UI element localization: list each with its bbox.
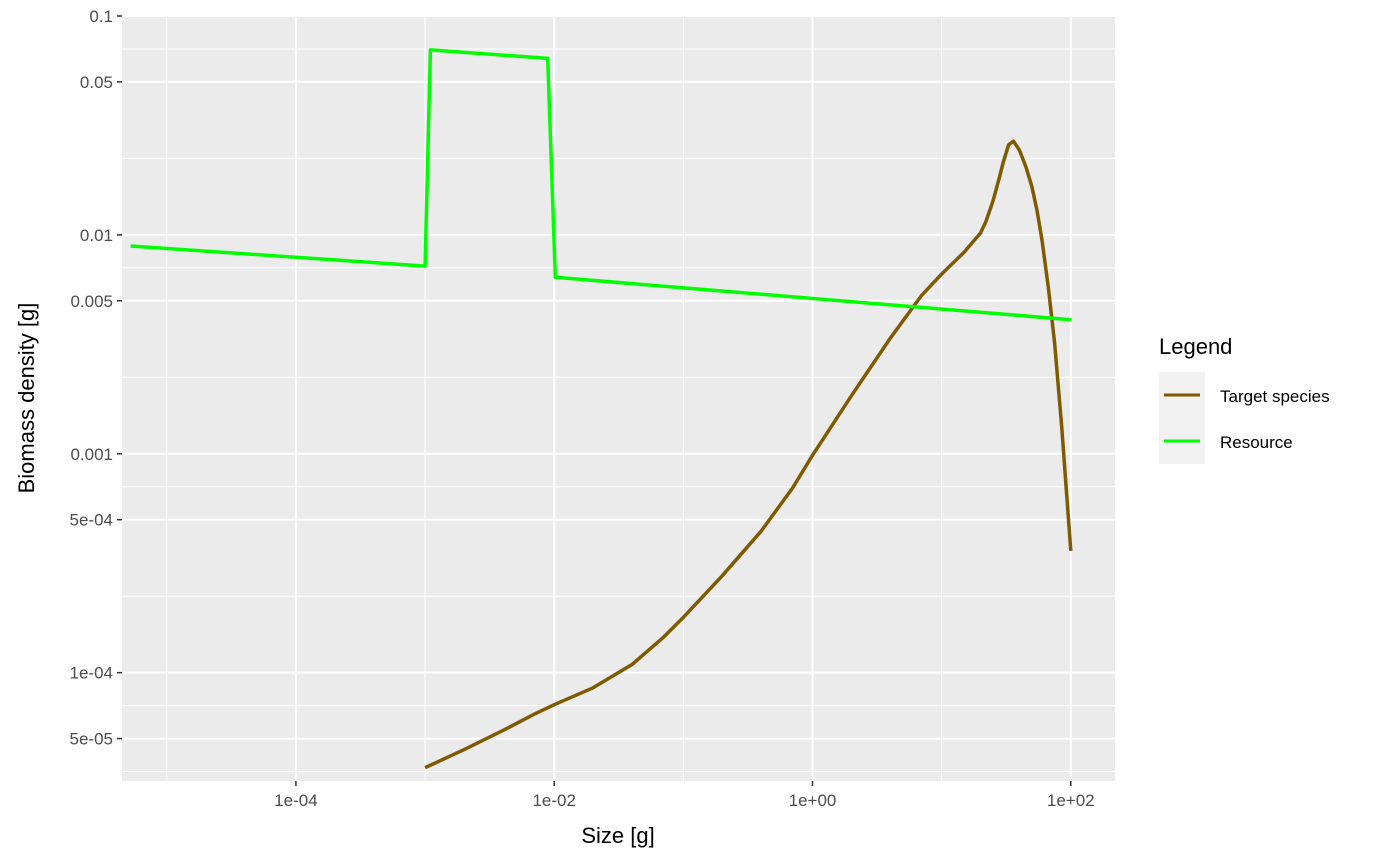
y-axis-title: Biomass density [g]	[14, 303, 39, 494]
x-tick-label: 1e+02	[1047, 791, 1095, 810]
minor-gridlines	[122, 16, 1115, 781]
legend: Legend Target species Resource	[1159, 334, 1330, 464]
major-gridlines	[122, 15, 1115, 781]
y-tick-label: 5e-05	[70, 730, 113, 749]
legend-label-resource: Resource	[1220, 433, 1293, 452]
x-tick-label: 1e-04	[274, 791, 317, 810]
y-tick-label: 0.1	[89, 7, 113, 26]
plot-panel	[122, 16, 1115, 781]
x-tick-label: 1e+00	[789, 791, 837, 810]
y-tick-label: 1e-04	[70, 664, 113, 683]
legend-label-target-species: Target species	[1220, 387, 1330, 406]
y-axis: 0.1 0.05 0.01 0.005 0.001 5e-04 1e-04 5e-05	[70, 7, 122, 749]
y-tick-label: 0.001	[70, 445, 113, 464]
legend-key-background	[1159, 372, 1205, 464]
y-tick-label: 0.05	[80, 73, 113, 92]
y-tick-label: 0.005	[70, 292, 113, 311]
legend-title: Legend	[1159, 334, 1232, 359]
y-tick-label: 5e-04	[70, 511, 113, 530]
x-axis-title: Size [g]	[581, 823, 654, 848]
y-tick-label: 0.01	[80, 226, 113, 245]
x-tick-label: 1e-02	[532, 791, 575, 810]
series-line-target-species	[424, 139, 1073, 770]
x-axis: 1e-04 1e-02 1e+00 1e+02	[274, 781, 1095, 810]
series-line-resource	[130, 48, 1071, 322]
series-lines	[130, 48, 1073, 770]
